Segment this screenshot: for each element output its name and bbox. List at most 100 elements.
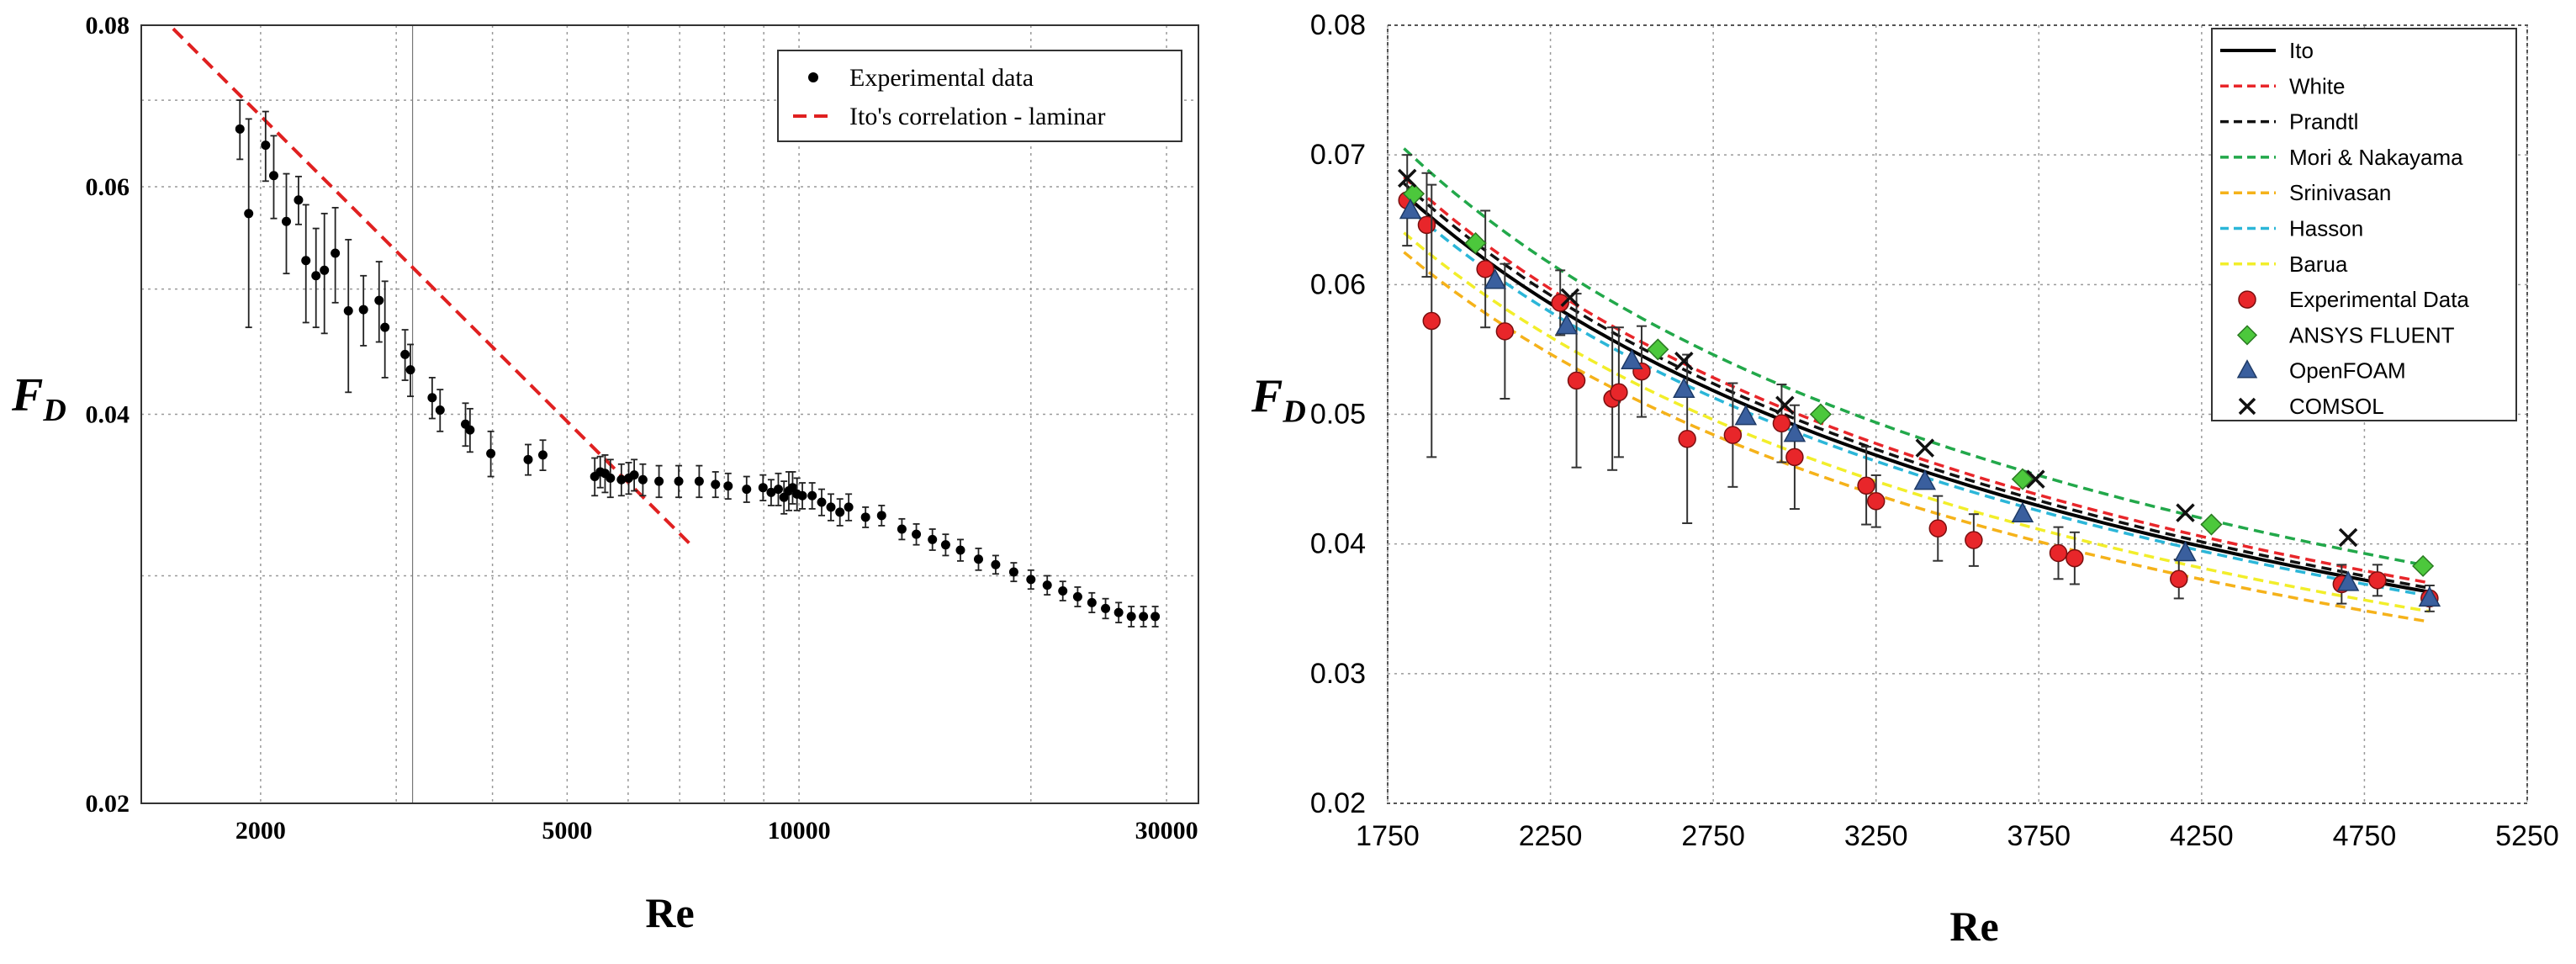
right-y-tick-label: 0.02 (1310, 787, 1366, 819)
right-openfoam-point (2011, 501, 2034, 522)
left-experimental-point (766, 487, 776, 497)
left-experimental-point (674, 476, 684, 486)
left-experimental-point (358, 305, 368, 315)
left-experimental-point (654, 476, 664, 486)
left-experimental-point (320, 265, 330, 275)
left-experimental-point (235, 124, 245, 134)
left-y-tick-label: 0.02 (86, 790, 130, 818)
right-experimental-point (1567, 371, 1586, 390)
right-openfoam-point (1399, 198, 1422, 220)
left-plot-frame (140, 24, 1199, 804)
right-comsol-point (1775, 395, 1795, 415)
right-y-axis-label-main: F (1251, 370, 1283, 422)
left-experimental-point (912, 529, 922, 539)
left-experimental-point (1072, 591, 1082, 601)
left-experimental-point (380, 322, 390, 332)
left-experimental-point (261, 140, 271, 151)
left-experimental-point (807, 490, 817, 501)
right-x-tick-label: 1750 (1356, 820, 1420, 852)
right-legend-marker-triangle (2236, 359, 2258, 379)
right-ansys-fluent-point (1647, 338, 1669, 361)
left-experimental-point (435, 405, 445, 416)
left-experimental-point (331, 248, 341, 258)
right-y-tick-label: 0.04 (1310, 528, 1366, 560)
right-experimental-point (1495, 322, 1515, 341)
left-experimental-point (343, 305, 353, 315)
right-experimental-point (1610, 383, 1628, 402)
right-comsol-point (2026, 469, 2045, 489)
left-experimental-point (244, 209, 254, 219)
right-experimental-point (1422, 311, 1441, 331)
right-experimental-point (2049, 543, 2068, 563)
right-experimental-point (1785, 448, 1804, 467)
right-y-tick-label: 0.03 (1310, 658, 1366, 690)
left-experimental-point (711, 479, 721, 490)
left-x-tick-label: 30000 (1135, 817, 1198, 845)
right-x-tick-label: 5250 (2495, 820, 2559, 852)
left-experimental-point (268, 171, 278, 181)
left-experimental-point (537, 450, 547, 460)
right-comsol-point (1560, 288, 1580, 307)
left-experimental-point (797, 490, 807, 501)
right-y-tick-label: 0.07 (1310, 139, 1366, 171)
right-openfoam-point (2336, 570, 2360, 591)
left-experimental-point (991, 559, 1001, 569)
right-experimental-point (1417, 215, 1436, 235)
left-experimental-point (427, 393, 437, 403)
right-openfoam-point (1621, 348, 1643, 370)
left-experimental-point (1139, 612, 1149, 622)
left-experimental-point (1008, 567, 1018, 577)
right-legend-label: COMSOL (2289, 394, 2384, 419)
left-legend-label: Ito's correlation - laminar (849, 103, 1105, 130)
right-comsol-point (2176, 503, 2195, 522)
left-experimental-point (876, 511, 886, 521)
right-x-tick-label: 4250 (2170, 820, 2234, 852)
right-openfoam-point (1484, 268, 1507, 289)
left-experimental-point (465, 425, 475, 435)
right-chart: 0.02 0.03 0.04 0.05 0.06 0.07 0.08 1750 2250 2750… (1251, 9, 2559, 950)
left-experimental-point (629, 470, 639, 480)
left-y-tick-label: 0.04 (86, 401, 130, 429)
right-experimental-point (1965, 531, 1983, 549)
right-legend-label: Ito (2289, 38, 2314, 63)
right-legend-marker-circle (2238, 290, 2256, 309)
left-experimental-point (606, 473, 616, 483)
right-curve-mori-nakayama (1403, 147, 2431, 568)
right-y-tick-label: 0.06 (1310, 268, 1366, 300)
right-y-axis-label: FD (1251, 370, 1306, 429)
left-experimental-point (294, 195, 304, 205)
right-ansys-fluent-point (1402, 183, 1426, 205)
left-legend-label: Experimental data (849, 64, 1034, 92)
left-experimental-point (742, 485, 752, 495)
left-legend-marker-dot (808, 72, 818, 82)
left-experimental-point (779, 492, 789, 502)
left-experimental-point (844, 502, 854, 512)
right-x-tick-label: 3750 (2007, 820, 2071, 852)
right-ansys-fluent-point (2200, 513, 2223, 536)
left-experimental-point (301, 256, 311, 266)
left-experimental-point (817, 497, 827, 507)
left-y-tick-label: 0.08 (86, 12, 130, 40)
left-experimental-point (1026, 575, 1036, 585)
left-experimental-point (897, 524, 907, 534)
right-experimental-point (1678, 430, 1696, 448)
right-legend-label: Srinivasan (2289, 180, 2391, 205)
left-experimental-point (928, 534, 938, 544)
left-ticks: 0.02 0.04 0.06 0.08 2000 5000 10000 30000 (86, 12, 1198, 845)
right-experimental-point (1772, 414, 1791, 433)
left-legend: Experimental data Ito's correlation - lam… (777, 50, 1182, 142)
left-experimental-point (1101, 603, 1111, 613)
right-legend: Ito White Prandtl Mori & Nakayama Srinivasan… (2211, 28, 2517, 421)
right-legend-label: OpenFOAM (2289, 358, 2406, 384)
left-experimental-point (955, 545, 965, 555)
left-experimental-point (1150, 612, 1161, 622)
right-comsol-point (1915, 438, 1935, 458)
left-experimental-point (694, 476, 704, 486)
right-curve-srinivasan (1403, 251, 2431, 623)
left-y-axis-label-main: F (11, 369, 43, 421)
right-legend-label: Hasson (2289, 216, 2363, 241)
right-y-axis-label-sub: D (1282, 394, 1305, 429)
right-legend-label: Prandtl (2289, 109, 2358, 135)
left-experimental-point (637, 474, 648, 485)
right-legend-label: Mori & Nakayama (2289, 145, 2463, 170)
